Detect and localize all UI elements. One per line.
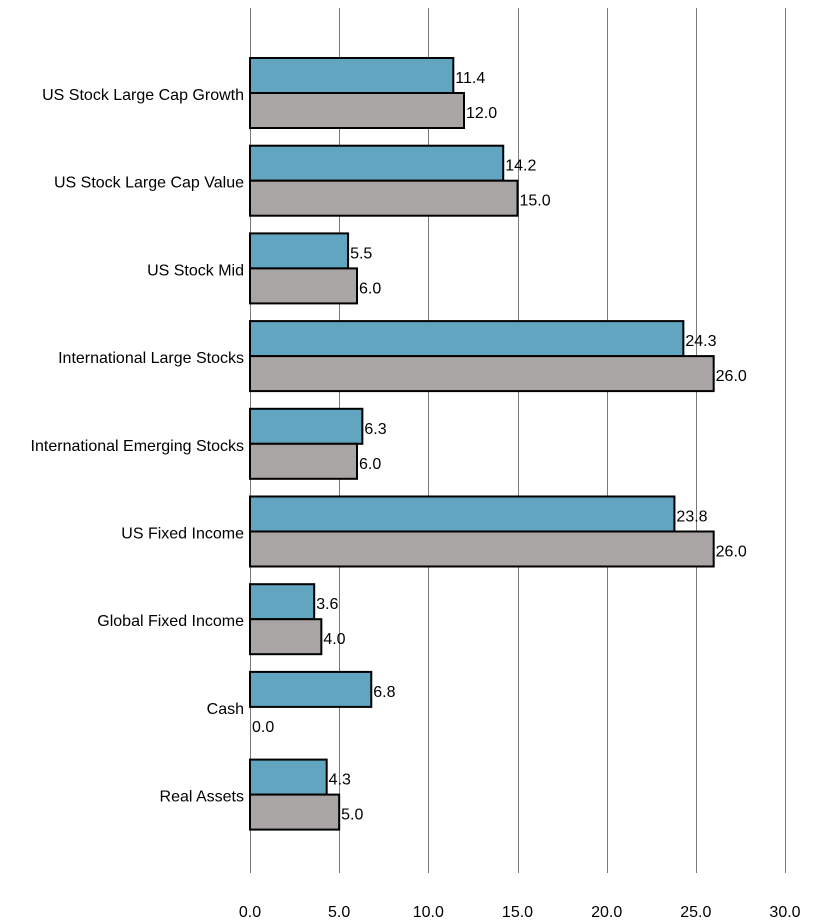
bar <box>249 670 373 708</box>
bar-value-label: 6.0 <box>359 280 381 297</box>
bar-value-label: 26.0 <box>716 368 747 385</box>
category-label: US Fixed Income <box>121 526 244 543</box>
category-label: Global Fixed Income <box>97 613 244 630</box>
x-tick-label: 10.0 <box>413 904 444 921</box>
bar <box>249 179 519 217</box>
category-label: US Stock Large Cap Growth <box>42 87 244 104</box>
x-tick-label: 30.0 <box>769 904 800 921</box>
bar <box>249 530 715 568</box>
bar <box>249 618 323 656</box>
bar-value-label: 15.0 <box>520 193 551 210</box>
x-tick-label: 5.0 <box>328 904 350 921</box>
bar <box>249 583 316 621</box>
bar-value-label: 6.0 <box>359 456 381 473</box>
x-tick-label: 0.0 <box>239 904 261 921</box>
category-label: International Large Stocks <box>58 350 244 367</box>
x-tick-label: 25.0 <box>680 904 711 921</box>
bar <box>249 232 350 270</box>
bar <box>249 758 328 796</box>
value-labels: 11.4 12.0 14.2 15.0 5.5 6.0 24.3 26.0 6.3 6.0 23.8… <box>252 70 747 824</box>
category-labels: US Stock Large Cap Growth US Stock Large … <box>31 87 245 806</box>
bar-value-label: 0.0 <box>252 719 274 736</box>
category-label: US Stock Mid <box>147 262 244 279</box>
bars <box>249 57 715 831</box>
bar-value-label: 6.3 <box>364 421 386 438</box>
bar-value-label: 24.3 <box>685 333 716 350</box>
bar <box>249 320 685 358</box>
bar-value-label: 4.0 <box>323 631 345 648</box>
bar <box>249 144 505 182</box>
x-tick-label: 15.0 <box>502 904 533 921</box>
bar-value-label: 3.6 <box>316 596 338 613</box>
bar-value-label: 6.8 <box>373 684 395 701</box>
x-tick-label: 20.0 <box>591 904 622 921</box>
bar-value-label: 14.2 <box>505 158 536 175</box>
bar <box>249 57 455 94</box>
bar <box>249 407 364 445</box>
bar <box>249 442 358 480</box>
bar-value-label: 5.5 <box>350 245 372 262</box>
bar-value-label: 4.3 <box>329 772 351 789</box>
bar <box>249 355 715 393</box>
bar-value-label: 23.8 <box>676 509 707 526</box>
bar <box>249 495 676 533</box>
bar-value-label: 26.0 <box>716 544 747 561</box>
bar <box>249 92 465 129</box>
bar <box>249 267 358 305</box>
bar <box>249 793 341 831</box>
bar-value-label: 11.4 <box>455 70 485 87</box>
category-label: US Stock Large Cap Value <box>54 175 244 192</box>
x-axis-tick-labels: 0.0 5.0 10.0 15.0 20.0 25.0 30.0 <box>239 904 801 921</box>
category-label: International Emerging Stocks <box>31 438 244 455</box>
bar-value-label: 12.0 <box>466 105 497 122</box>
bar-value-label: 5.0 <box>341 807 363 824</box>
category-label: Cash <box>207 701 244 718</box>
category-label: Real Assets <box>160 789 244 806</box>
